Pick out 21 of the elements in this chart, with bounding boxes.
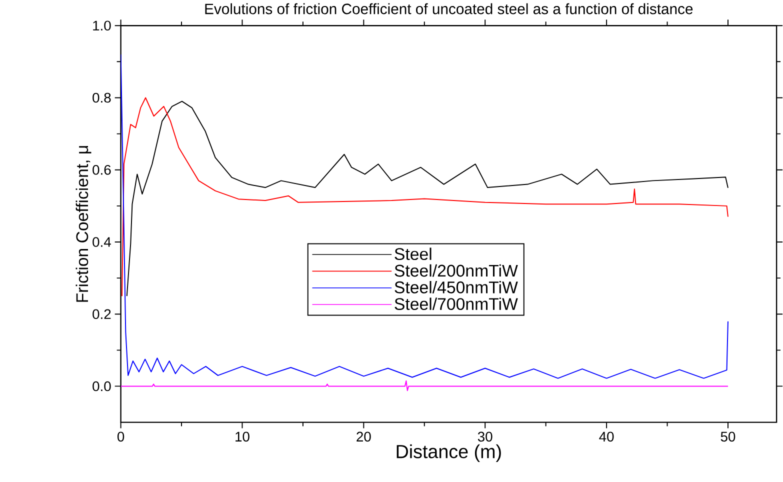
y-axis-title: Friction Coefficient, μ — [76, 146, 92, 302]
y-tick-label: 0.6 — [92, 165, 111, 175]
x-tick-label: 0 — [117, 432, 124, 442]
line-series — [120, 380, 728, 392]
legend-label: Steel/200nmTiW — [394, 264, 518, 277]
x-tick-label: 20 — [356, 432, 371, 442]
line-series — [120, 54, 728, 379]
y-tick-label: 0.2 — [92, 309, 111, 320]
y-tick-label: 1.0 — [93, 20, 111, 31]
legend-label: Steel — [394, 248, 432, 260]
y-tick-label: 0.8 — [92, 92, 111, 103]
legend-label: Steel/700nmTiW — [394, 298, 518, 310]
x-tick-label: 30 — [478, 432, 492, 442]
x-tick-label: 40 — [599, 432, 614, 442]
x-tick-label: 10 — [236, 432, 250, 442]
x-axis-title: Distance (m) — [396, 444, 501, 462]
y-tick-label: 0.4 — [92, 237, 111, 247]
x-tick-label: 50 — [720, 432, 736, 442]
legend-label: Steel/450nmTiW — [394, 281, 518, 294]
chart-title: Evolutions of friction Coefficient of uncoated steel as a function of distance — [205, 3, 693, 14]
y-tick-label: 0.0 — [92, 381, 111, 392]
